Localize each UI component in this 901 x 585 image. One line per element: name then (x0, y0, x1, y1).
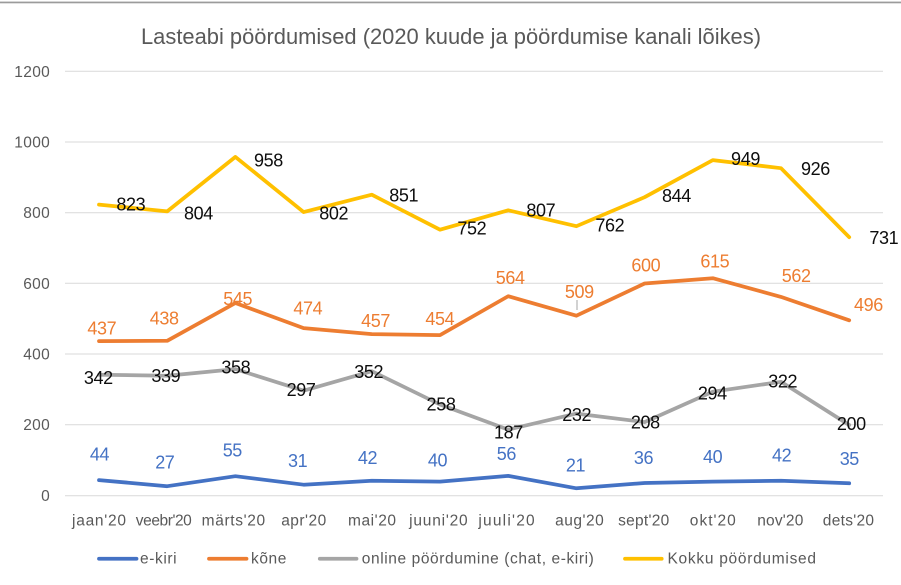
svg-text:40: 40 (428, 450, 448, 470)
svg-text:752: 752 (457, 219, 486, 239)
svg-text:352: 352 (354, 362, 383, 382)
svg-text:807: 807 (526, 201, 555, 221)
svg-text:okt'20: okt'20 (690, 513, 736, 530)
svg-text:Lasteabi pöördumised (2020 kuu: Lasteabi pöördumised (2020 kuude ja pöör… (141, 24, 761, 49)
svg-text:jaan'20: jaan'20 (71, 513, 126, 530)
svg-text:36: 36 (634, 448, 654, 468)
svg-text:342: 342 (84, 368, 113, 388)
svg-text:1200: 1200 (14, 64, 50, 81)
svg-text:veebr'20: veebr'20 (136, 513, 192, 530)
svg-text:187: 187 (494, 423, 523, 443)
svg-text:mai'20: mai'20 (348, 513, 396, 530)
svg-text:44: 44 (90, 445, 110, 465)
svg-text:27: 27 (155, 453, 175, 473)
svg-text:496: 496 (854, 295, 883, 315)
svg-text:0: 0 (41, 488, 50, 505)
svg-text:juuni'20: juuni'20 (408, 513, 468, 530)
svg-text:apr'20: apr'20 (281, 513, 326, 530)
svg-text:823: 823 (116, 195, 145, 215)
svg-text:42: 42 (358, 448, 378, 468)
svg-text:nov'20: nov'20 (757, 513, 803, 530)
svg-text:55: 55 (223, 441, 243, 461)
svg-text:600: 600 (23, 276, 50, 293)
svg-text:358: 358 (221, 357, 250, 377)
svg-text:804: 804 (184, 203, 213, 223)
svg-text:958: 958 (254, 150, 283, 170)
svg-text:731: 731 (869, 228, 898, 248)
svg-text:322: 322 (768, 372, 797, 392)
svg-text:21: 21 (566, 456, 586, 476)
svg-text:dets'20: dets'20 (823, 513, 875, 530)
svg-text:615: 615 (700, 252, 729, 272)
svg-text:851: 851 (389, 186, 418, 206)
svg-text:258: 258 (427, 395, 456, 415)
svg-text:400: 400 (23, 347, 50, 364)
svg-text:802: 802 (319, 203, 348, 223)
svg-text:200: 200 (23, 417, 50, 434)
svg-text:232: 232 (562, 405, 591, 425)
svg-text:339: 339 (151, 366, 180, 386)
svg-text:42: 42 (772, 446, 792, 466)
svg-text:509: 509 (565, 282, 594, 302)
svg-text:545: 545 (223, 289, 252, 309)
svg-text:564: 564 (496, 268, 525, 288)
svg-text:märts'20: märts'20 (202, 513, 266, 530)
svg-text:438: 438 (150, 308, 179, 328)
svg-text:e-kiri: e-kiri (140, 551, 177, 568)
svg-text:56: 56 (497, 444, 517, 464)
svg-text:562: 562 (782, 266, 811, 286)
svg-text:437: 437 (87, 319, 116, 339)
svg-text:297: 297 (287, 380, 316, 400)
svg-text:457: 457 (361, 311, 390, 331)
svg-text:Kokku pöördumised: Kokku pöördumised (668, 551, 817, 568)
svg-text:600: 600 (631, 256, 660, 276)
svg-text:200: 200 (837, 414, 866, 434)
svg-text:aug'20: aug'20 (555, 513, 604, 530)
svg-text:208: 208 (631, 413, 660, 433)
svg-text:31: 31 (288, 451, 308, 471)
svg-text:294: 294 (698, 383, 727, 403)
svg-text:926: 926 (801, 159, 830, 179)
svg-text:sept'20: sept'20 (618, 513, 670, 530)
svg-text:762: 762 (595, 215, 624, 235)
svg-text:kõne: kõne (251, 551, 286, 568)
svg-text:1000: 1000 (14, 135, 50, 152)
svg-text:online pöördumine (chat, e-kir: online pöördumine (chat, e-kiri) (362, 551, 594, 568)
svg-text:844: 844 (662, 186, 691, 206)
svg-text:454: 454 (425, 309, 454, 329)
svg-text:40: 40 (703, 447, 723, 467)
svg-text:949: 949 (731, 149, 760, 169)
svg-text:474: 474 (293, 299, 322, 319)
svg-text:800: 800 (23, 205, 50, 222)
svg-text:35: 35 (840, 449, 860, 469)
